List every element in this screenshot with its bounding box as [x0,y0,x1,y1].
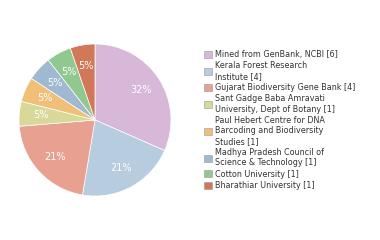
Wedge shape [82,120,165,196]
Text: 5%: 5% [37,93,52,103]
Wedge shape [48,48,95,120]
Text: 5%: 5% [78,61,94,71]
Text: 21%: 21% [44,152,65,162]
Wedge shape [70,44,95,120]
Wedge shape [32,60,95,120]
Text: 21%: 21% [110,163,132,173]
Text: 5%: 5% [47,78,62,88]
Text: 5%: 5% [61,67,77,77]
Legend: Mined from GenBank, NCBI [6], Kerala Forest Research
Institute [4], Gujarat Biod: Mined from GenBank, NCBI [6], Kerala For… [204,50,355,190]
Wedge shape [19,101,95,126]
Text: 32%: 32% [130,85,152,95]
Text: 5%: 5% [33,110,48,120]
Wedge shape [21,78,95,120]
Wedge shape [95,44,171,150]
Wedge shape [19,120,95,195]
